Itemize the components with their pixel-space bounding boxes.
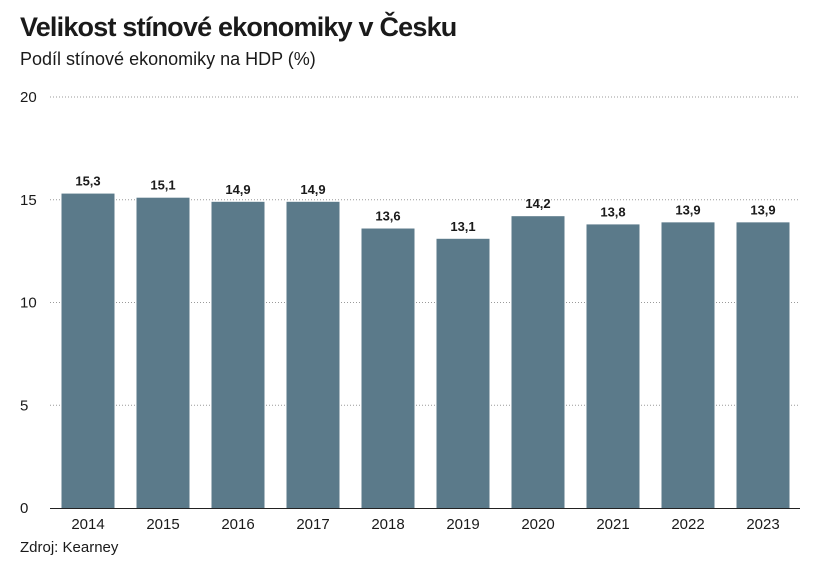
bar-2016 (211, 201, 265, 508)
y-tick-label-20: 20 (20, 89, 37, 106)
x-tick-label-2015: 2015 (146, 516, 179, 533)
x-axis-ticks: 2014 2015 2016 2017 2018 2019 2020 2021 2022 2023 (71, 516, 779, 533)
bar-2021 (586, 224, 640, 508)
value-labels: 15,3 15,1 14,9 14,9 13,6 13,1 14,2 13,8 13,9 13,9 (75, 174, 775, 234)
y-tick-label-0: 0 (20, 500, 28, 517)
bar-2019 (436, 238, 490, 509)
x-tick-label-2017: 2017 (296, 516, 329, 533)
value-label-2018: 13,6 (375, 209, 400, 224)
value-label-2017: 14,9 (300, 182, 325, 197)
source-note: Zdroj: Kearney (20, 539, 119, 556)
bar-2015 (136, 197, 190, 508)
x-tick-label-2019: 2019 (446, 516, 479, 533)
bar-2023 (736, 222, 790, 509)
y-tick-label-5: 5 (20, 397, 28, 414)
value-label-2020: 14,2 (525, 196, 550, 211)
x-tick-label-2016: 2016 (221, 516, 254, 533)
x-tick-label-2021: 2021 (596, 516, 629, 533)
bars (61, 193, 790, 509)
x-tick-label-2022: 2022 (671, 516, 704, 533)
value-label-2014: 15,3 (75, 174, 100, 189)
x-tick-label-2023: 2023 (746, 516, 779, 533)
bar-2018 (361, 228, 415, 508)
value-label-2019: 13,1 (450, 219, 475, 234)
x-tick-label-2020: 2020 (521, 516, 554, 533)
value-label-2023: 13,9 (750, 202, 775, 217)
y-axis-ticks: 0 5 10 15 20 (20, 89, 37, 517)
y-tick-label-10: 10 (20, 295, 37, 312)
value-label-2021: 13,8 (600, 204, 625, 219)
chart-title: Velikost stínové ekonomiky v Česku (20, 12, 457, 42)
bar-2014 (61, 193, 115, 508)
y-tick-label-15: 15 (20, 192, 37, 209)
x-tick-label-2014: 2014 (71, 516, 104, 533)
chart-subtitle: Podíl stínové ekonomiky na HDP (%) (20, 49, 316, 69)
bar-2017 (286, 201, 340, 508)
bar-2020 (511, 216, 565, 508)
value-label-2015: 15,1 (150, 178, 175, 193)
value-label-2022: 13,9 (675, 202, 700, 217)
x-tick-label-2018: 2018 (371, 516, 404, 533)
value-label-2016: 14,9 (225, 182, 250, 197)
bar-2022 (661, 222, 715, 509)
